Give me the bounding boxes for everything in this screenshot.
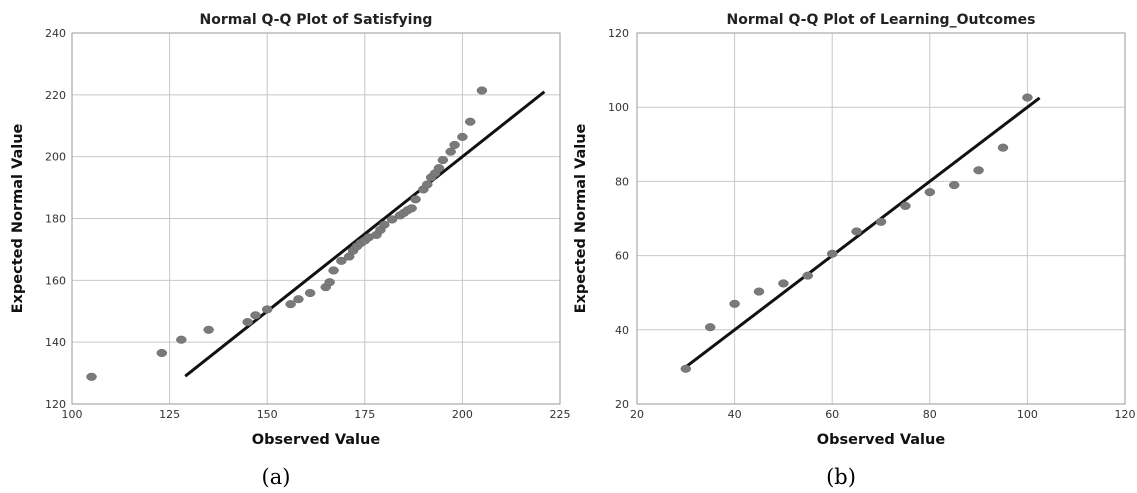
data-point (704, 323, 716, 332)
x-axis-label: Observed Value (252, 432, 381, 448)
y-tick-label: 120 (45, 398, 66, 411)
data-point (156, 348, 168, 358)
plot-frame (636, 32, 1126, 405)
data-point (293, 295, 304, 304)
data-point (802, 271, 814, 280)
data-points (680, 93, 1033, 373)
data-point (457, 132, 468, 141)
data-point (875, 217, 887, 226)
data-points (86, 86, 488, 381)
data-point (464, 117, 476, 126)
y-tick-label: 140 (45, 336, 66, 349)
data-point (422, 180, 433, 189)
data-point (285, 300, 296, 309)
x-tick-label: 80 (923, 408, 937, 421)
y-tick-label: 60 (615, 250, 629, 263)
y-tick-label: 100 (608, 101, 629, 114)
data-point (680, 364, 692, 373)
x-tick-label: 100 (62, 408, 83, 421)
chart-title: Normal Q-Q Plot of Learning_Outcomes (727, 12, 1036, 28)
qq-plot-learning-outcomes: 20 40 60 80 100 120 20 40 60 80 100 120 Normal Q-Q … (573, 12, 1136, 489)
data-point (445, 147, 456, 156)
x-tick-label: 125 (159, 408, 180, 421)
data-point (948, 181, 960, 190)
data-point (437, 156, 449, 165)
data-point (476, 86, 488, 95)
data-point (997, 143, 1009, 152)
qq-plot-satisfying: 100 125 150 175 200 225120140160180200220240 … (10, 12, 571, 489)
plot-frame (71, 32, 561, 405)
data-point (406, 204, 417, 213)
y-tick-label: 160 (45, 274, 66, 287)
y-tick-label: 80 (615, 175, 629, 188)
reference-line (184, 90, 546, 378)
x-tick-label: 225 (550, 408, 571, 421)
data-point (778, 279, 789, 288)
x-tick-label: 150 (257, 408, 278, 421)
y-tick-label: 220 (45, 89, 66, 102)
y-tick-label: 20 (615, 398, 629, 411)
tick-labels: 100 125 150 175 200 225 120 140 160 180 200 220 240 (45, 27, 571, 421)
panel-caption: (b) (826, 465, 856, 489)
data-point (851, 227, 862, 236)
data-point (379, 220, 390, 229)
data-point (203, 325, 214, 334)
y-tick-label: 200 (45, 151, 66, 164)
data-point (336, 256, 347, 265)
data-point (250, 311, 261, 320)
x-tick-label: 120 (1115, 408, 1136, 421)
x-tick-label: 200 (452, 408, 473, 421)
data-point (924, 188, 936, 197)
panel-caption: (a) (262, 465, 291, 489)
data-point (449, 140, 460, 149)
data-point (753, 287, 765, 296)
data-point (176, 335, 187, 344)
data-point (410, 195, 421, 204)
y-axis-label: Expected Normal Value (573, 123, 589, 313)
data-point (86, 372, 97, 381)
gridlines (71, 32, 561, 405)
x-axis-label: Observed Value (817, 432, 946, 448)
x-tick-label: 175 (354, 408, 375, 421)
y-tick-label: 240 (45, 27, 66, 40)
data-point (242, 318, 253, 327)
data-point (304, 288, 316, 298)
data-point (328, 266, 339, 275)
data-point (324, 278, 335, 287)
data-point (826, 249, 838, 258)
x-tick-label: 40 (728, 408, 742, 421)
data-point (261, 305, 273, 314)
data-point (386, 215, 398, 224)
data-point (973, 166, 984, 175)
data-point (1022, 93, 1033, 102)
y-axis-label: Expected Normal Value (10, 123, 26, 313)
reference-line (684, 96, 1041, 369)
x-tick-label: 100 (1017, 408, 1038, 421)
y-tick-label: 40 (615, 324, 629, 337)
data-point (433, 164, 445, 173)
data-point (729, 299, 740, 308)
data-point (900, 201, 911, 210)
tick-labels: 20 40 60 80 100 120 20 40 60 80 100 120 (608, 27, 1136, 421)
x-tick-label: 20 (630, 408, 644, 421)
y-tick-label: 180 (45, 213, 66, 226)
y-tick-label: 120 (608, 27, 629, 40)
chart-title: Normal Q-Q Plot of Satisfying (200, 12, 433, 28)
x-tick-label: 60 (825, 408, 839, 421)
